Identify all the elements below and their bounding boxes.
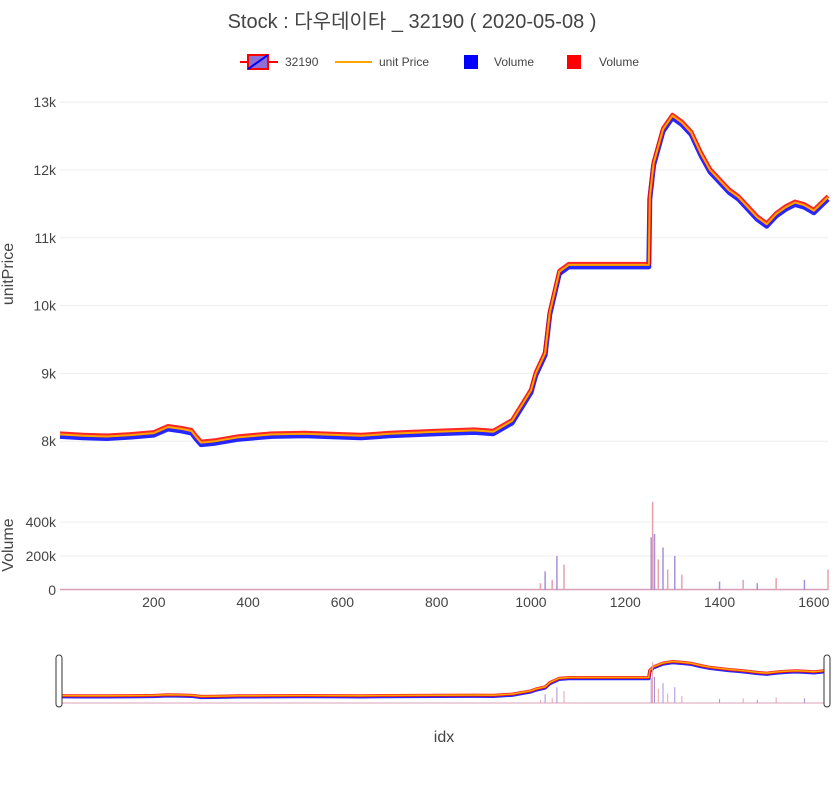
legend-label-32190: 32190 — [285, 55, 319, 69]
x-tick-label: 800 — [425, 594, 449, 610]
x-tick-label: 1400 — [704, 594, 735, 610]
price-y-tick-label: 8k — [41, 433, 57, 449]
price-y-axis-title: unitPrice — [0, 243, 17, 305]
volume-red-swatch — [567, 55, 581, 69]
x-tick-label: 600 — [331, 594, 355, 610]
x-tick-label: 1200 — [610, 594, 641, 610]
legend-item-volume-red[interactable]: Volume — [567, 55, 639, 69]
legend[interactable]: 32190 unit Price Volume Volume — [240, 54, 639, 70]
legend-item-candlestick[interactable]: 32190 — [240, 54, 319, 70]
volume-plot[interactable] — [60, 501, 829, 591]
price-y-tick-label: 11k — [34, 230, 57, 246]
x-ticks: 200 400 600 800 1000 1200 1400 1600 — [142, 594, 829, 610]
range-slider-right-handle[interactable] — [823, 654, 831, 708]
volume-gridlines — [60, 521, 828, 591]
price-y-tick-label: 9k — [41, 365, 57, 381]
unit-price-line[interactable] — [59, 114, 829, 444]
legend-label-volume-blue: Volume — [494, 55, 534, 69]
price-plot[interactable] — [59, 112, 830, 448]
range-slider-preview — [59, 660, 829, 704]
price-y-tick-label: 12k — [33, 162, 57, 178]
slider-unit-price-line — [59, 660, 829, 698]
x-tick-label: 1600 — [798, 594, 829, 610]
slider-candlestick-increasing — [59, 660, 829, 698]
x-tick-label: 400 — [236, 594, 260, 610]
price-y-tick-label: 13k — [33, 94, 57, 110]
range-slider[interactable] — [55, 654, 831, 708]
x-tick-label: 1000 — [515, 594, 546, 610]
candlestick-decreasing[interactable] — [59, 115, 830, 448]
chart-title: Stock : 다우데이타 _ 32190 ( 2020-05-08 ) — [228, 10, 597, 33]
volume-y-tick-label: 0 — [48, 582, 56, 598]
x-tick-label: 200 — [142, 594, 166, 610]
candlestick-increasing[interactable] — [59, 112, 830, 444]
range-slider-left-handle[interactable] — [55, 654, 63, 708]
price-y-ticks: 8k 9k 10k 11k 12k 13k — [33, 94, 57, 449]
volume-y-tick-label: 400k — [26, 514, 57, 530]
volume-y-axis-title: Volume — [0, 518, 17, 571]
legend-item-unit-price[interactable]: unit Price — [335, 55, 429, 69]
volume-y-ticks: 0 200k 400k — [26, 514, 57, 598]
volume-blue-swatch — [464, 55, 478, 69]
legend-label-unit-price: unit Price — [379, 55, 429, 69]
price-y-tick-label: 10k — [33, 298, 57, 314]
legend-label-volume-red: Volume — [599, 55, 639, 69]
legend-item-volume-blue[interactable]: Volume — [464, 55, 534, 69]
volume-y-tick-label: 200k — [26, 548, 57, 564]
price-gridlines — [60, 101, 828, 442]
x-axis-title: idx — [434, 729, 454, 746]
